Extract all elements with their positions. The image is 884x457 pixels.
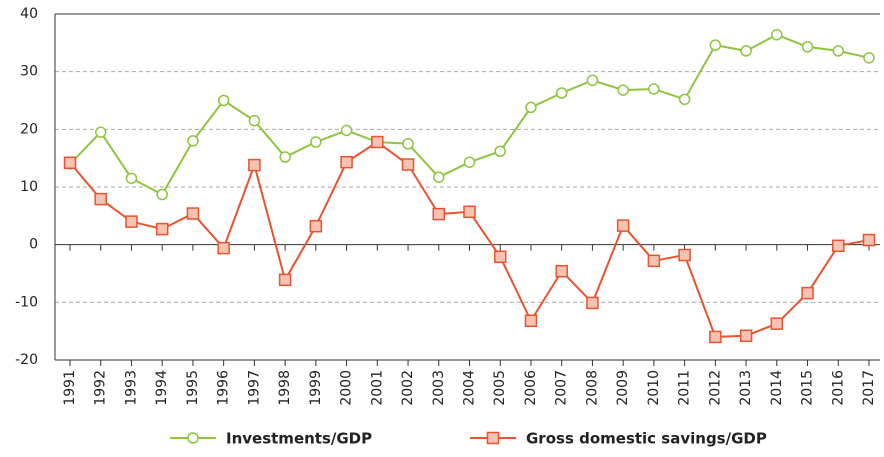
x-tick-label: 2002 — [400, 370, 416, 406]
marker — [432, 207, 446, 221]
marker — [279, 151, 291, 163]
x-tick-label: 1999 — [308, 370, 324, 406]
y-tick-label: -20 — [15, 352, 38, 368]
x-tick-label: 2017 — [861, 370, 877, 406]
marker — [125, 172, 138, 185]
marker — [647, 254, 661, 268]
marker — [709, 330, 722, 344]
y-tick-label: 40 — [20, 6, 38, 22]
marker — [125, 215, 138, 228]
marker — [555, 87, 568, 99]
marker — [278, 273, 292, 287]
x-tick-label: 2003 — [431, 370, 447, 406]
series-line — [69, 140, 870, 338]
series-line — [69, 33, 870, 196]
marker — [740, 45, 752, 57]
x-tick-label: 2006 — [523, 370, 539, 406]
marker — [371, 135, 384, 149]
x-tick-label: 2001 — [369, 370, 385, 406]
marker — [186, 207, 200, 220]
marker — [310, 136, 322, 148]
marker — [494, 145, 506, 157]
legend-marker — [486, 431, 500, 445]
marker — [217, 94, 230, 107]
y-tick-label: 30 — [20, 64, 38, 80]
marker — [156, 188, 168, 201]
marker — [586, 296, 599, 310]
marker — [463, 156, 476, 168]
marker — [862, 233, 876, 247]
x-tick-label: 2009 — [615, 370, 631, 406]
marker — [433, 171, 445, 183]
x-tick-label: 2010 — [646, 370, 662, 406]
marker — [493, 250, 507, 264]
marker — [709, 39, 722, 51]
marker — [678, 248, 691, 262]
y-tick-label: -10 — [15, 294, 38, 310]
marker — [801, 41, 814, 53]
x-tick-label: 2016 — [830, 370, 846, 406]
marker — [771, 29, 783, 41]
marker — [586, 74, 599, 87]
y-tick-label: 20 — [20, 121, 38, 137]
marker — [555, 264, 568, 278]
x-tick-label: 2012 — [707, 370, 723, 406]
x-tick-label: 2000 — [339, 370, 355, 406]
x-tick-label: 1994 — [154, 370, 170, 406]
x-tick-label: 1992 — [93, 370, 109, 406]
marker — [248, 114, 261, 127]
marker — [402, 138, 414, 150]
marker — [94, 126, 107, 138]
marker — [770, 317, 784, 330]
marker — [832, 239, 845, 253]
x-tick-label: 1993 — [123, 370, 139, 406]
marker — [678, 93, 691, 106]
marker — [155, 222, 169, 236]
marker — [832, 45, 845, 57]
x-tick-label: 2013 — [738, 370, 754, 406]
x-tick-label: 1998 — [277, 370, 293, 406]
marker — [801, 286, 814, 300]
marker — [94, 192, 107, 206]
x-tick-label: 2005 — [492, 370, 508, 406]
marker — [463, 205, 476, 219]
marker — [217, 241, 230, 255]
marker — [863, 52, 875, 64]
marker — [187, 135, 199, 147]
marker — [616, 219, 630, 232]
legend-marker — [187, 432, 199, 444]
y-tick-label: 0 — [29, 237, 38, 253]
x-tick-label: 2007 — [554, 370, 570, 406]
marker — [525, 101, 537, 114]
marker — [340, 155, 353, 169]
x-tick-label: 2011 — [677, 370, 693, 406]
marker — [340, 124, 353, 137]
legend-label: Investments/GDP — [226, 430, 372, 448]
x-tick-label: 2015 — [800, 370, 816, 406]
marker — [63, 156, 77, 170]
x-tick-label: 2014 — [769, 370, 785, 406]
marker — [739, 329, 753, 343]
marker — [309, 219, 323, 233]
x-tick-label: 2008 — [584, 370, 600, 406]
x-tick-label: 1995 — [185, 370, 201, 406]
x-tick-label: 1996 — [216, 370, 232, 406]
marker — [648, 83, 660, 95]
marker — [248, 158, 261, 172]
marker — [524, 314, 538, 328]
legend-label: Gross domestic savings/GDP — [526, 430, 767, 448]
marker — [401, 158, 415, 171]
x-tick-label: 2004 — [462, 370, 478, 406]
x-tick-label: 1997 — [246, 370, 262, 406]
marker — [617, 84, 629, 96]
x-tick-label: 1991 — [62, 370, 78, 406]
y-tick-label: 10 — [20, 179, 38, 195]
